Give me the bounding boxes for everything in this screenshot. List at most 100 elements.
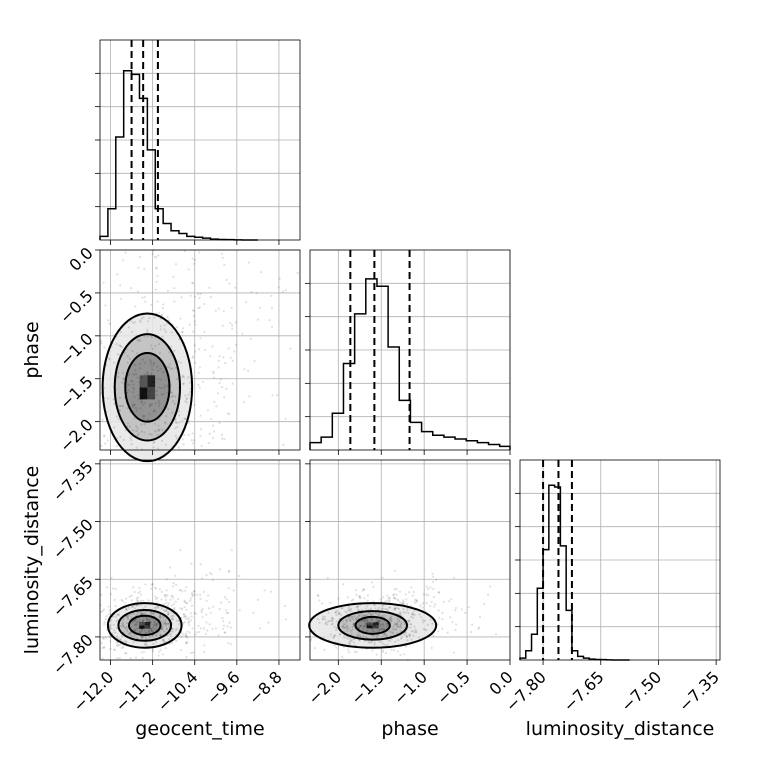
sample-point	[136, 599, 139, 602]
sample-point	[157, 369, 160, 372]
sample-point	[173, 402, 176, 405]
sample-point	[125, 652, 128, 655]
sample-point	[152, 446, 155, 449]
sample-point	[422, 593, 425, 596]
sample-point	[227, 570, 231, 573]
sample-point	[129, 320, 133, 323]
sample-point	[331, 617, 334, 621]
sample-point	[369, 607, 372, 610]
sample-point	[210, 573, 213, 576]
sample-point	[241, 332, 244, 335]
sample-point	[355, 618, 358, 621]
sample-point	[228, 282, 231, 285]
sample-point	[149, 360, 152, 363]
sample-point	[101, 418, 104, 421]
sample-point	[341, 655, 344, 658]
sample-point	[190, 562, 193, 565]
sample-point	[184, 400, 187, 403]
sample-point	[133, 417, 136, 420]
sample-point	[364, 622, 367, 625]
sample-point	[385, 634, 388, 637]
sample-point	[139, 407, 142, 410]
sample-point	[225, 278, 228, 281]
sample-point	[393, 649, 396, 652]
sample-point	[373, 641, 376, 644]
sample-point	[152, 626, 155, 629]
sample-point	[167, 612, 170, 615]
sample-point	[104, 442, 107, 445]
sample-point	[203, 644, 206, 647]
sample-point	[155, 623, 158, 626]
sample-point	[150, 612, 153, 616]
ylabel-phase: phase	[21, 321, 43, 378]
sample-point	[144, 300, 147, 303]
sample-point	[184, 614, 187, 618]
sample-point	[191, 432, 194, 435]
sample-point	[375, 620, 378, 624]
sample-point	[121, 621, 124, 624]
sample-point	[130, 443, 133, 446]
sample-point	[362, 628, 365, 631]
sample-point	[154, 607, 157, 610]
sample-point	[360, 619, 363, 623]
sample-point	[134, 623, 137, 626]
sample-point	[162, 392, 165, 396]
sample-point	[139, 627, 142, 630]
sample-point	[164, 610, 167, 613]
sample-point	[136, 621, 139, 624]
sample-point	[405, 634, 408, 637]
sample-point	[181, 375, 184, 378]
sample-point	[372, 612, 375, 616]
sample-point	[388, 599, 391, 602]
sample-point	[187, 621, 190, 625]
sample-point	[170, 395, 173, 398]
sample-point	[373, 630, 376, 633]
sample-point	[127, 326, 130, 329]
sample-point	[309, 637, 313, 641]
sample-point	[377, 614, 380, 617]
sample-point	[423, 619, 426, 623]
sample-point	[150, 303, 153, 306]
sample-point	[148, 631, 151, 634]
sample-point	[109, 620, 112, 623]
sample-point	[136, 596, 140, 599]
sample-point	[198, 366, 201, 369]
sample-point	[153, 441, 156, 444]
sample-point	[192, 651, 195, 654]
sample-point	[358, 614, 361, 617]
sample-point	[183, 621, 186, 624]
sample-point	[175, 627, 178, 630]
sample-point	[228, 621, 231, 624]
sample-point	[381, 608, 384, 611]
sample-point	[102, 637, 105, 640]
sample-point	[415, 599, 418, 602]
sample-point	[478, 626, 481, 629]
sample-point	[338, 611, 341, 615]
sample-point	[141, 630, 144, 633]
sample-point	[369, 614, 373, 617]
sample-point	[188, 620, 191, 624]
sample-point	[119, 345, 122, 348]
sample-point	[141, 626, 144, 629]
sample-point	[174, 434, 177, 437]
sample-point	[326, 576, 329, 580]
sample-point	[374, 624, 377, 627]
sample-point	[200, 610, 203, 614]
sample-point	[170, 595, 173, 598]
sample-point	[154, 266, 158, 269]
sample-point	[351, 625, 354, 629]
sample-point	[342, 583, 345, 586]
sample-point	[116, 641, 119, 644]
sample-point	[188, 381, 191, 384]
sample-point	[170, 604, 173, 607]
sample-point	[356, 635, 359, 638]
sample-point	[366, 624, 370, 627]
sample-point	[256, 598, 259, 602]
sample-point	[163, 328, 166, 331]
sample-point	[151, 612, 155, 615]
sample-point	[136, 434, 139, 437]
sample-point	[120, 625, 123, 628]
sample-point	[381, 650, 384, 654]
sample-point	[195, 631, 198, 634]
sample-point	[126, 354, 129, 358]
